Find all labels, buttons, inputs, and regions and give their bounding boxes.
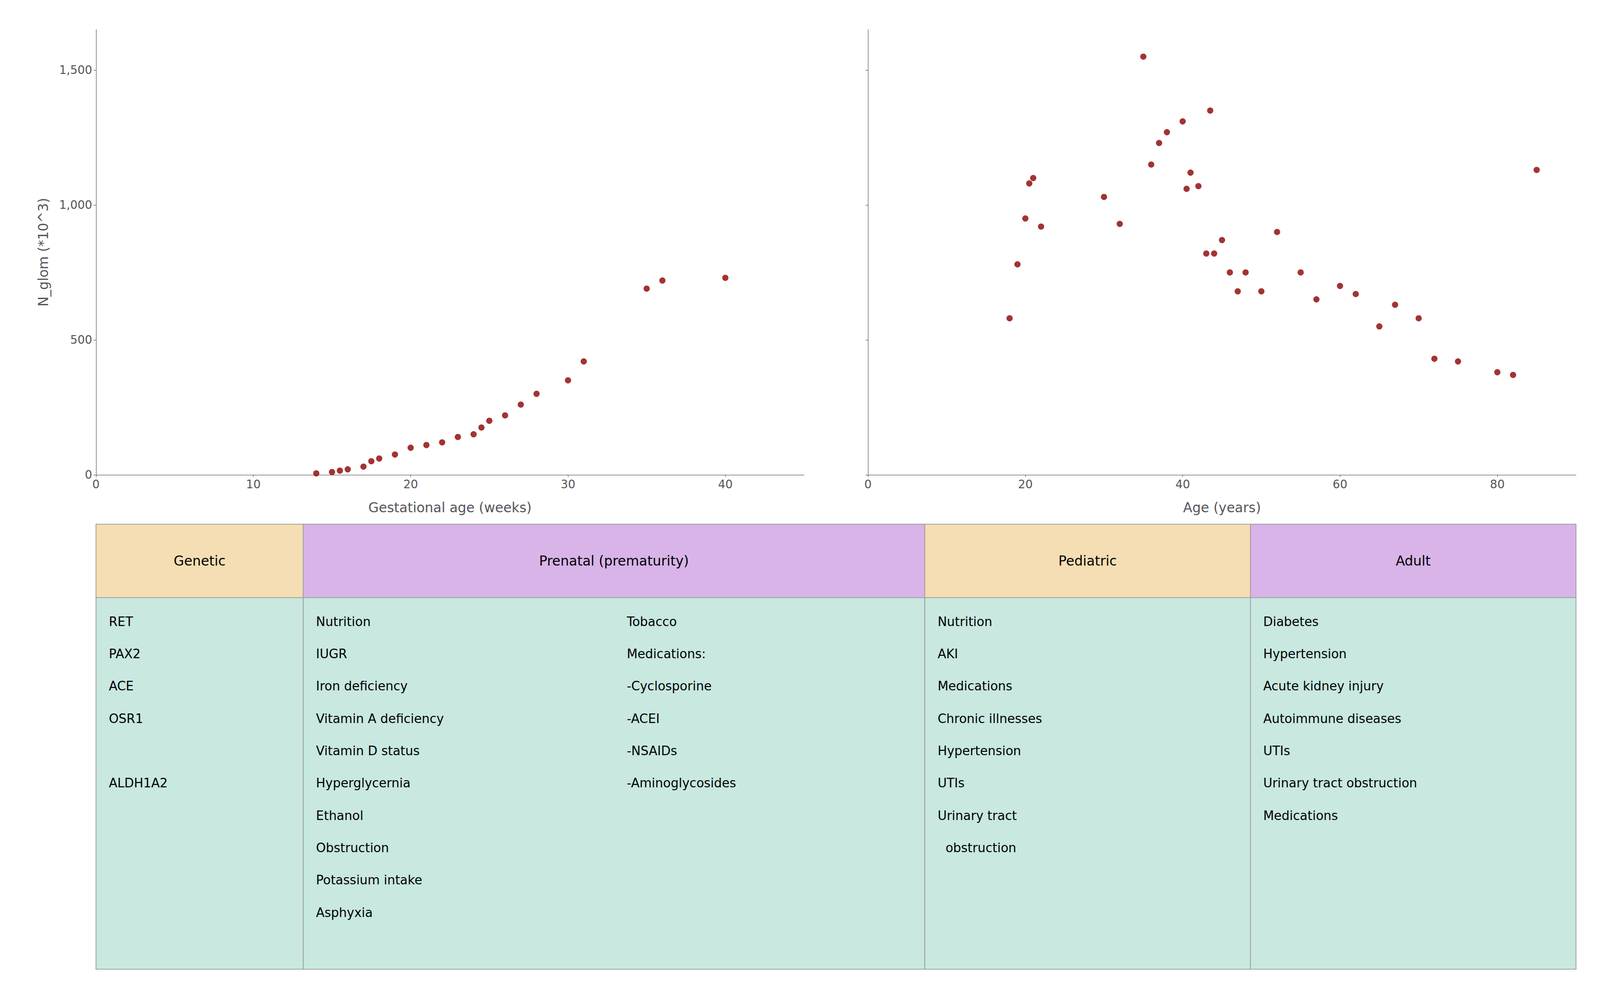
- svg-text:Potassium intake: Potassium intake: [315, 872, 422, 888]
- svg-text:-ACEI: -ACEI: [626, 711, 660, 726]
- svg-text:Vitamin D status: Vitamin D status: [315, 743, 420, 758]
- svg-text:obstruction: obstruction: [937, 840, 1017, 855]
- svg-text:-Cyclosporine: -Cyclosporine: [626, 678, 712, 694]
- svg-text:0: 0: [84, 468, 93, 482]
- svg-text:UTIs: UTIs: [1263, 743, 1290, 758]
- svg-text:RET: RET: [108, 614, 133, 629]
- svg-text:Prenatal (prematurity): Prenatal (prematurity): [539, 553, 689, 569]
- svg-text:Gestational age (weeks): Gestational age (weeks): [368, 499, 532, 516]
- svg-text:OSR1: OSR1: [108, 711, 144, 726]
- svg-text:0: 0: [864, 477, 872, 492]
- svg-text:20: 20: [1018, 477, 1034, 492]
- svg-text:10: 10: [245, 477, 261, 492]
- svg-text:Urinary tract: Urinary tract: [937, 808, 1017, 823]
- svg-text:-Aminoglycosides: -Aminoglycosides: [626, 775, 737, 791]
- svg-text:40: 40: [718, 477, 734, 492]
- svg-text:-NSAIDs: -NSAIDs: [626, 743, 678, 758]
- svg-text:PAX2: PAX2: [108, 646, 141, 662]
- svg-text:Hyperglycernia: Hyperglycernia: [315, 775, 411, 791]
- svg-text:80: 80: [1490, 477, 1505, 492]
- svg-text:Tobacco: Tobacco: [626, 614, 677, 629]
- svg-text:Asphyxia: Asphyxia: [315, 905, 373, 920]
- svg-text:Obstruction: Obstruction: [315, 840, 389, 855]
- svg-text:Autoimmune diseases: Autoimmune diseases: [1263, 711, 1402, 726]
- svg-text:Diabetes: Diabetes: [1263, 614, 1319, 629]
- svg-text:1,000: 1,000: [59, 198, 93, 212]
- svg-text:60: 60: [1332, 477, 1348, 492]
- svg-text:20: 20: [403, 477, 419, 492]
- svg-text:Chronic illnesses: Chronic illnesses: [937, 711, 1043, 726]
- svg-text:UTIs: UTIs: [937, 775, 965, 791]
- svg-text:Medications: Medications: [1263, 808, 1338, 823]
- svg-text:Urinary tract obstruction: Urinary tract obstruction: [1263, 775, 1418, 791]
- svg-text:AKI: AKI: [937, 646, 959, 662]
- svg-text:40: 40: [1175, 477, 1191, 492]
- svg-text:Adult: Adult: [1395, 553, 1431, 569]
- svg-text:Iron deficiency: Iron deficiency: [315, 678, 408, 694]
- svg-text:Nutrition: Nutrition: [315, 614, 371, 629]
- svg-text:ACE: ACE: [108, 678, 134, 694]
- svg-text:Nutrition: Nutrition: [937, 614, 993, 629]
- svg-text:Pediatric: Pediatric: [1058, 553, 1118, 569]
- svg-text:Medications: Medications: [937, 678, 1013, 694]
- svg-text:IUGR: IUGR: [315, 646, 348, 662]
- svg-text:Hypertension: Hypertension: [1263, 646, 1347, 662]
- svg-text:30: 30: [560, 477, 576, 492]
- svg-text:Medications:: Medications:: [626, 646, 707, 662]
- svg-text:1,500: 1,500: [59, 63, 93, 77]
- svg-text:Hypertension: Hypertension: [937, 743, 1022, 758]
- svg-text:Age (years): Age (years): [1183, 499, 1262, 516]
- svg-text:Ethanol: Ethanol: [315, 808, 364, 823]
- svg-text:Acute kidney injury: Acute kidney injury: [1263, 678, 1384, 694]
- svg-text:Genetic: Genetic: [173, 553, 226, 569]
- svg-text:ALDH1A2: ALDH1A2: [108, 775, 169, 791]
- svg-text:N_glom (*10^3): N_glom (*10^3): [35, 197, 52, 307]
- svg-text:Vitamin A deficiency: Vitamin A deficiency: [315, 711, 444, 726]
- svg-text:0: 0: [92, 477, 100, 492]
- svg-text:500: 500: [70, 333, 93, 347]
